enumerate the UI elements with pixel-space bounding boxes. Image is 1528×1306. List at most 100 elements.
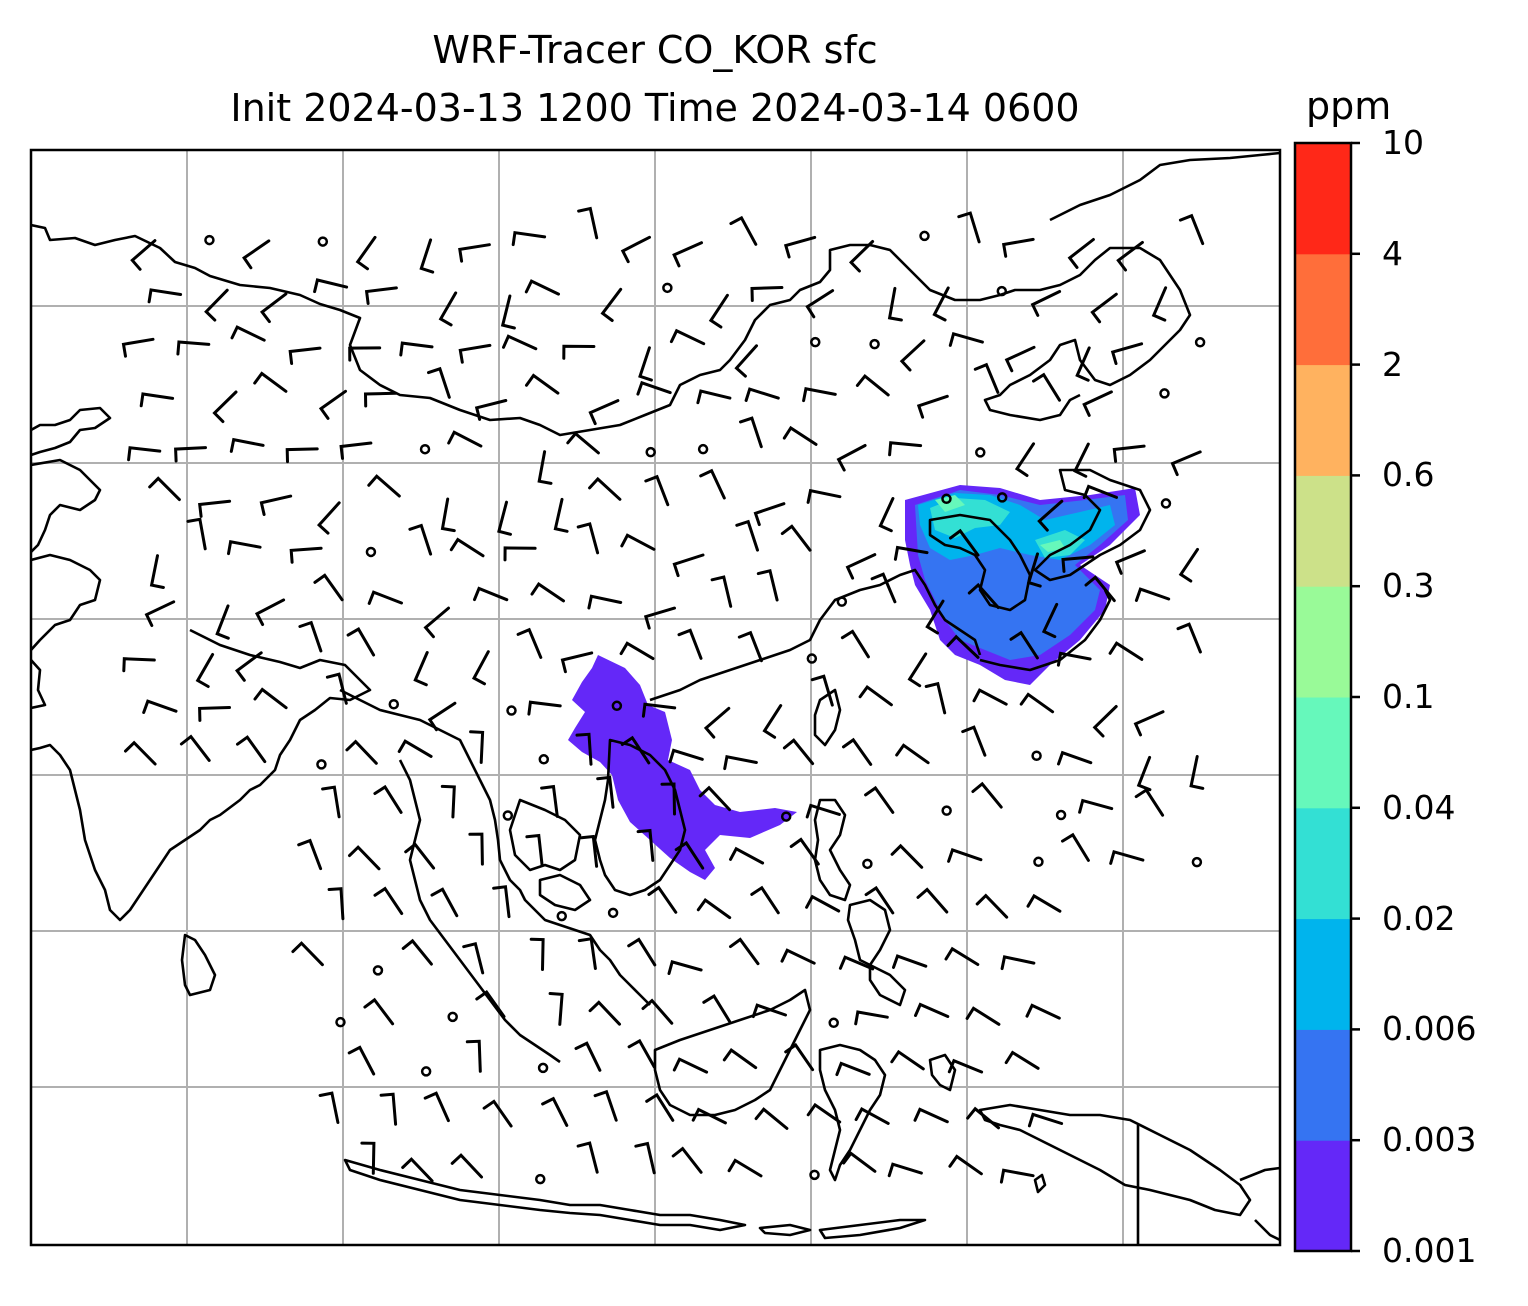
wind-barb: [899, 339, 926, 372]
wind-barb: [836, 444, 867, 472]
wind-barb: [698, 785, 731, 812]
wind-barb: [462, 941, 485, 975]
wind-barb: [1110, 342, 1144, 365]
wind-barb: [124, 740, 157, 766]
wind-barb: [916, 394, 949, 419]
wind-barb: [473, 586, 509, 602]
wind-barb: [440, 497, 456, 533]
wind-barb-calm: [996, 285, 1008, 297]
wind-barb: [1189, 755, 1205, 790]
wind-barb: [947, 847, 983, 863]
wind-barb: [122, 657, 156, 673]
wind-barb: [762, 704, 783, 739]
colorbar-tick-label: 0.02: [1382, 898, 1456, 938]
wind-barb: [722, 1048, 758, 1070]
coastlines: [31, 151, 1280, 1245]
wind-barb-calm: [697, 443, 709, 455]
tracer-plume-indochina: [568, 655, 797, 880]
wind-barb: [419, 238, 435, 274]
wind-barb: [949, 528, 980, 557]
wind-barb: [1032, 372, 1061, 402]
wind-barb: [316, 501, 341, 535]
wind-barb: [1134, 587, 1171, 602]
wind-barb: [253, 687, 288, 710]
wind-barb: [948, 331, 984, 347]
wind-barb: [634, 1141, 656, 1175]
wind-barb: [754, 1107, 789, 1130]
wind-barb: [660, 782, 676, 816]
wind-barb: [516, 627, 543, 659]
wind-barb: [957, 211, 981, 244]
wind-barb: [864, 885, 895, 915]
wind-barb: [620, 533, 656, 551]
wind-barb: [932, 286, 950, 322]
wind-barb: [674, 840, 705, 870]
wind-barb: [1030, 290, 1062, 317]
wind-barb-calm: [809, 1169, 820, 1181]
wind-barb: [1176, 622, 1202, 654]
wind-barb: [285, 447, 319, 464]
wind-barb: [560, 651, 594, 674]
wind-barb-calm: [316, 759, 327, 770]
colorbar-tick-label: 0.003: [1382, 1120, 1477, 1160]
wind-barb: [890, 1049, 925, 1071]
wind-barb: [636, 380, 672, 396]
wind-barb: [397, 739, 433, 758]
wind-barb: [1178, 213, 1205, 246]
colorbar-tick-label: 0.6: [1382, 455, 1435, 495]
wind-barb: [576, 522, 600, 555]
wind-barb-calm: [335, 1016, 346, 1028]
wind-barb-calm: [204, 234, 215, 246]
wind-barb: [401, 1157, 434, 1183]
wind-barb: [450, 1153, 483, 1179]
wind-barb: [236, 735, 267, 764]
wind-barb: [195, 653, 215, 688]
wind-barb-calm: [919, 230, 930, 242]
wind-barb: [130, 239, 157, 271]
wind-barb: [924, 681, 947, 715]
wind-barb: [511, 231, 547, 247]
wind-barb-calm: [538, 754, 550, 765]
wind-barb: [780, 524, 812, 552]
wind-barb: [947, 1058, 984, 1074]
wind-barb: [672, 553, 705, 578]
wind-barb: [643, 606, 676, 630]
wind-barb: [864, 785, 895, 814]
wind-barb: [566, 431, 600, 455]
wind-barb: [729, 846, 765, 865]
wind-barb: [524, 279, 560, 296]
wind-barb: [723, 755, 758, 771]
wind-barb: [198, 499, 232, 518]
wind-barb: [1133, 710, 1165, 737]
wind-barb: [729, 937, 760, 966]
colorbar-tick-label: 0.1: [1382, 677, 1435, 716]
wind-barb: [553, 497, 569, 533]
wind-barb: [474, 399, 508, 421]
wind-barb: [1025, 1003, 1061, 1020]
wind-barb: [1000, 955, 1036, 971]
wind-barb: [870, 572, 897, 604]
wind-barb: [913, 1107, 949, 1124]
wind-barb: [318, 389, 347, 420]
wind-barb-calm: [365, 546, 377, 558]
wind-barb: [469, 730, 485, 764]
wind-barb: [973, 362, 1000, 394]
wind-barb: [1090, 292, 1118, 324]
wind-barb-calm: [1191, 856, 1203, 868]
wind-barb: [647, 885, 678, 914]
wind-barb: [227, 540, 262, 556]
wind-barb: [449, 537, 485, 558]
wind-barb: [502, 334, 538, 351]
wind-barb: [321, 785, 341, 819]
wind-barb: [835, 1061, 871, 1077]
wind-barb: [784, 1042, 815, 1072]
wind-barb-calm: [869, 338, 880, 350]
wind-barb-calm: [780, 811, 792, 822]
wind-barb: [756, 568, 779, 602]
wind-barb: [1084, 575, 1116, 603]
wind-barb: [121, 337, 155, 358]
wind-barb: [541, 1096, 569, 1127]
wind-barb: [972, 688, 1008, 706]
wind-barb-calm: [810, 336, 821, 348]
wind-barb-calm: [941, 493, 952, 505]
